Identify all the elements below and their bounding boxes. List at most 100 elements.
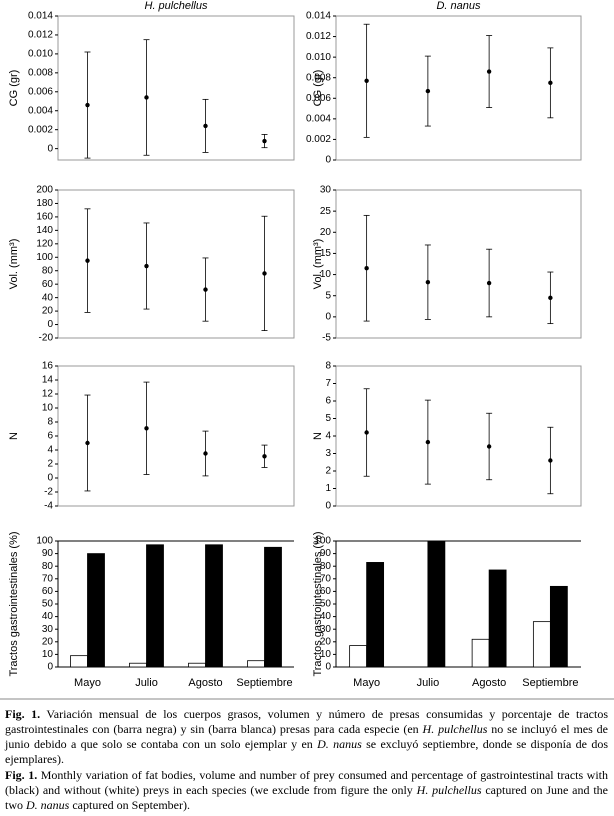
y-tick-label: 200 xyxy=(36,185,53,196)
plot-frame xyxy=(57,189,295,339)
column-title: H. pulchellus xyxy=(145,0,208,12)
y-tick-label: 5 xyxy=(325,290,331,301)
y-tick-label: 180 xyxy=(36,198,53,209)
y-tick-label: 60 xyxy=(42,586,54,597)
caption-text: D. nanus xyxy=(26,798,70,812)
caption-text: se excluyó septiembre, donde se disponía… xyxy=(5,737,608,766)
y-tick-label: 14 xyxy=(42,375,54,386)
y-tick-label: 4 xyxy=(325,431,331,442)
x-tick-label: Mayo xyxy=(353,677,380,689)
y-tick-label: 0.002 xyxy=(306,134,331,145)
caption-text: captured on September). xyxy=(69,798,190,812)
y-tick-label: 0 xyxy=(325,311,331,322)
mean-point xyxy=(262,271,267,276)
bar xyxy=(532,621,551,668)
y-tick-label: -4 xyxy=(44,501,53,512)
bar xyxy=(129,662,147,668)
y-axis-label: Tractos gastrointestinales (%) xyxy=(312,531,324,676)
y-tick-label: 70 xyxy=(42,573,54,584)
y-tick-label: 0.002 xyxy=(28,124,53,135)
bar xyxy=(87,553,105,668)
bar xyxy=(247,660,265,668)
y-tick-label: 7 xyxy=(325,378,331,389)
caption-text: Fig. 1. xyxy=(5,707,41,721)
y-tick-label: 70 xyxy=(320,573,332,584)
caption-text: Monthly variation of fat bodies, volume … xyxy=(5,768,609,797)
mean-point xyxy=(486,280,492,286)
figure: H. pulchellus CG (gr) 0 0.002 0.004 0.006 0.00… xyxy=(0,0,614,700)
mean-point xyxy=(364,266,369,271)
caption-text: Variación mensual de los cuerpos grasos,… xyxy=(5,707,608,736)
y-tick-label: 30 xyxy=(42,624,54,635)
x-tick-label: Julio xyxy=(135,677,158,689)
y-tick-label: 60 xyxy=(42,279,54,290)
y-tick-label: 0.010 xyxy=(306,52,331,63)
mean-point xyxy=(262,138,267,144)
y-tick-label: 20 xyxy=(42,306,54,317)
plot-frame xyxy=(57,15,295,161)
y-tick-label: 0.008 xyxy=(28,67,53,78)
y-tick-label: -5 xyxy=(322,333,331,344)
y-tick-label: 140 xyxy=(36,225,53,236)
x-tick-label: Julio xyxy=(417,677,440,689)
y-tick-label: 0 xyxy=(47,143,53,154)
y-tick-label: 100 xyxy=(314,536,331,547)
plot-frame xyxy=(335,15,582,161)
bar xyxy=(146,544,164,668)
y-tick-label: 2 xyxy=(325,466,331,477)
mean-point xyxy=(548,80,553,86)
y-tick-label: 2 xyxy=(47,459,53,470)
plot-frame xyxy=(335,365,582,507)
y-axis-label: CG (gr) xyxy=(8,70,20,107)
caption-spanish: Fig. 1. Variación mensual de los cuerpos… xyxy=(5,707,608,767)
y-tick-label: 30 xyxy=(320,624,332,635)
bar xyxy=(471,638,490,668)
y-tick-label: 12 xyxy=(42,389,54,400)
y-tick-label: 10 xyxy=(42,403,54,414)
x-tick-label: Agosto xyxy=(188,677,222,689)
y-tick-label: 10 xyxy=(42,649,54,660)
y-axis-label: N xyxy=(312,432,324,440)
y-tick-label: -2 xyxy=(44,487,53,498)
y-tick-label: 15 xyxy=(320,248,332,259)
bar xyxy=(264,546,282,668)
caption-text: no se incluyó el mes de junio debido a q… xyxy=(5,722,608,751)
y-tick-label: 0 xyxy=(47,662,53,673)
mean-point xyxy=(144,426,149,431)
mean-point xyxy=(486,444,492,449)
mean-point xyxy=(548,295,553,301)
y-axis-label: Tractos gastrointestinales (%) xyxy=(8,531,20,676)
mean-point xyxy=(85,258,90,263)
bar xyxy=(70,655,88,668)
mean-point xyxy=(425,439,431,445)
y-tick-label: 100 xyxy=(36,252,53,263)
mean-point xyxy=(364,430,369,435)
bar xyxy=(549,585,568,668)
y-tick-label: 0 xyxy=(325,155,331,166)
y-tick-label: 100 xyxy=(36,536,53,547)
y-axis-label: Vol. (mm³) xyxy=(8,239,20,290)
x-tick-label: Septiembre xyxy=(522,677,578,689)
y-tick-label: 10 xyxy=(320,649,332,660)
y-tick-label: 3 xyxy=(325,448,331,459)
y-tick-label: 10 xyxy=(320,269,332,280)
y-tick-label: 50 xyxy=(320,599,332,610)
y-tick-label: 20 xyxy=(320,636,332,647)
mean-point xyxy=(144,263,149,269)
y-tick-label: 8 xyxy=(325,361,331,372)
bar xyxy=(205,544,223,668)
mean-point xyxy=(85,440,90,446)
y-tick-label: 20 xyxy=(42,636,54,647)
mean-point xyxy=(203,451,208,456)
y-tick-label: 80 xyxy=(42,561,54,572)
caption-text: D. nanus xyxy=(317,737,362,751)
y-tick-label: 90 xyxy=(320,548,332,559)
y-tick-label: 8 xyxy=(47,417,53,428)
y-tick-label: 0.006 xyxy=(28,86,53,97)
y-tick-label: 0.014 xyxy=(306,11,331,22)
y-tick-label: 25 xyxy=(320,206,332,217)
y-tick-label: 0.004 xyxy=(28,105,53,116)
y-tick-label: 20 xyxy=(320,227,332,238)
y-tick-label: 0 xyxy=(47,473,53,484)
